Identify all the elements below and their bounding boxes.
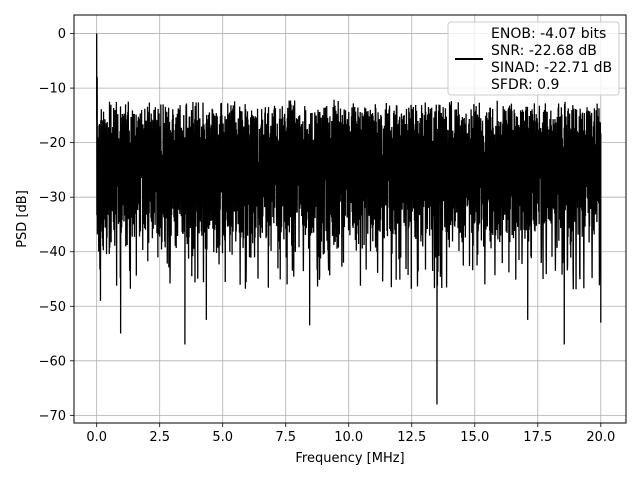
y-axis-label: PSD [dB] xyxy=(15,190,30,248)
x-axis-ticks: 0.0 2.5 5.0 7.5 10.0 12.5 15.0 17.5 20.0 xyxy=(86,423,615,445)
x-tick-label: 20.0 xyxy=(586,430,615,445)
legend-line-sfdr: SFDR: 0.9 xyxy=(491,77,559,93)
x-tick-label: 12.5 xyxy=(397,430,426,445)
y-tick-label: −10 xyxy=(39,82,66,97)
y-tick-label: 0 xyxy=(58,27,66,42)
y-tick-label: −50 xyxy=(39,300,66,315)
x-tick-label: 10.0 xyxy=(334,430,363,445)
y-tick-label: −30 xyxy=(39,191,66,206)
axes-frame xyxy=(73,14,627,424)
legend-line-enob: ENOB: -4.07 bits xyxy=(491,26,606,42)
x-tick-label: 17.5 xyxy=(523,430,552,445)
x-tick-label: 7.5 xyxy=(275,430,296,445)
y-tick-label: −20 xyxy=(39,136,66,151)
y-axis-ticks: 0 −10 −20 −30 −40 −50 −60 −70 xyxy=(39,27,74,424)
x-tick-label: 5.0 xyxy=(212,430,233,445)
legend-line-snr: SNR: -22.68 dB xyxy=(491,43,597,59)
x-tick-label: 0.0 xyxy=(86,430,107,445)
legend: ENOB: -4.07 bits SNR: -22.68 dB SINAD: -… xyxy=(447,21,620,96)
y-tick-label: −70 xyxy=(39,409,66,424)
psd-series-line xyxy=(96,33,602,405)
legend-box xyxy=(447,21,620,96)
x-tick-label: 15.0 xyxy=(460,430,489,445)
psd-trace xyxy=(96,33,602,405)
x-tick-label: 2.5 xyxy=(149,430,170,445)
y-tick-label: −60 xyxy=(39,354,66,369)
x-axis-label: Frequency [MHz] xyxy=(295,451,404,466)
y-tick-label: −40 xyxy=(39,245,66,260)
legend-line-sinad: SINAD: -22.71 dB xyxy=(491,60,612,76)
